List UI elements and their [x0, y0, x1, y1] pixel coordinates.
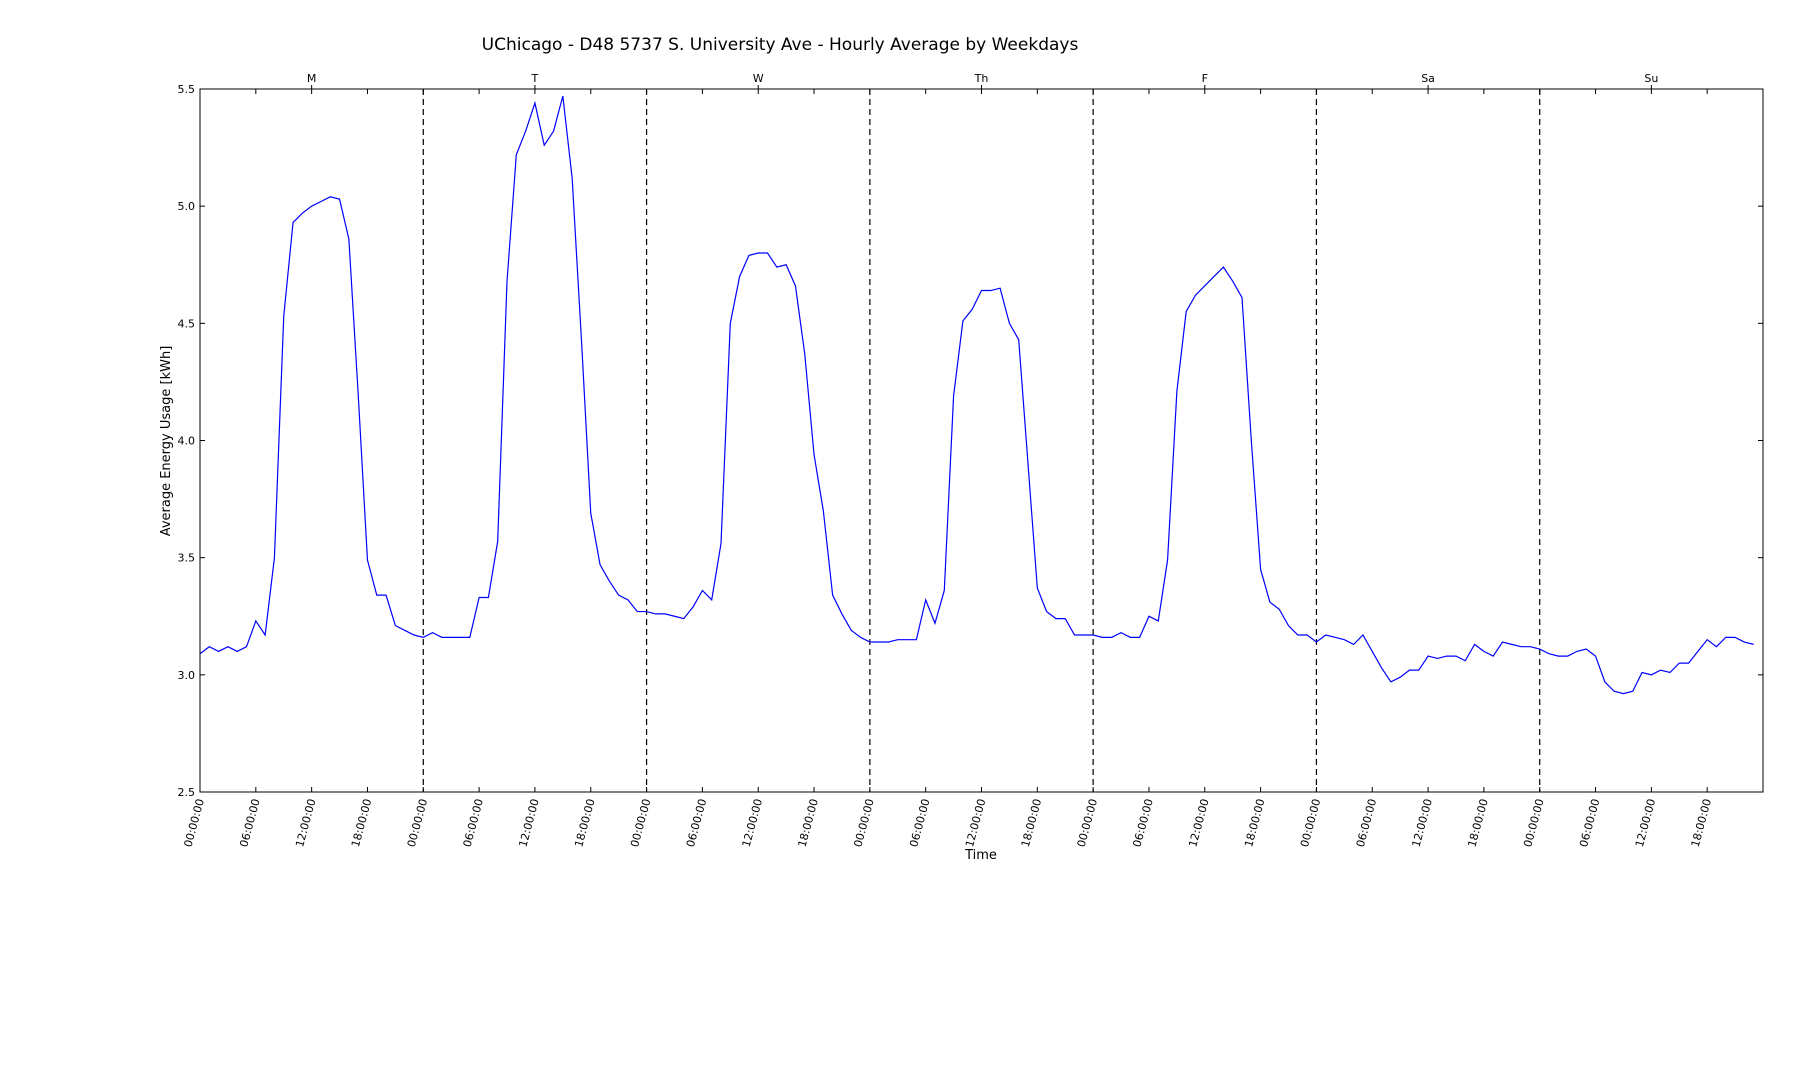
x-tick-label-24: 00:00:00 — [1521, 797, 1546, 848]
x-tick-label-1: 06:00:00 — [237, 797, 262, 848]
x-tick-label-2: 12:00:00 — [293, 797, 318, 848]
day-label-m: M — [307, 72, 317, 85]
y-tick-label-0: 2.5 — [178, 786, 196, 799]
day-label-su: Su — [1644, 72, 1658, 85]
x-tick-label-25: 06:00:00 — [1577, 797, 1602, 848]
x-tick-label-12: 00:00:00 — [851, 797, 876, 848]
y-tick-label-2: 3.5 — [178, 552, 196, 565]
x-tick-label-16: 00:00:00 — [1075, 797, 1100, 848]
day-separators — [422, 89, 1541, 792]
series-line-0 — [199, 95, 1754, 695]
plot-area-frame — [199, 88, 1764, 793]
x-tick-label-11: 18:00:00 — [796, 797, 821, 848]
day-label-t: T — [531, 72, 539, 85]
x-tick-label-27: 18:00:00 — [1689, 797, 1714, 848]
y-axis-label: Average Energy Usage [kWh] — [159, 346, 174, 537]
x-tick-label-9: 06:00:00 — [684, 797, 709, 848]
x-tick-label-13: 06:00:00 — [907, 797, 932, 848]
x-tick-label-14: 12:00:00 — [963, 797, 988, 848]
x-tick-label-6: 12:00:00 — [516, 797, 541, 848]
x-tick-label-15: 18:00:00 — [1019, 797, 1044, 848]
x-tick-label-26: 12:00:00 — [1633, 797, 1658, 848]
day-labels: M T W Th F Sa Su — [307, 72, 1658, 89]
day-label-w: W — [753, 72, 764, 85]
x-tick-label-3: 18:00:00 — [349, 797, 374, 848]
chart-title: UChicago - D48 5737 S. University Ave - … — [482, 35, 1079, 55]
x-tick-label-23: 18:00:00 — [1465, 797, 1490, 848]
x-tick-label-8: 00:00:00 — [628, 797, 653, 848]
series-group — [199, 95, 1754, 695]
day-label-f: F — [1202, 72, 1208, 85]
y-tick-label-5: 5.0 — [178, 200, 196, 213]
y-tick-label-3: 4.0 — [178, 435, 196, 448]
y-axis: 2.5 3.0 3.5 4.0 4.5 5.0 5.5 — [178, 83, 1763, 799]
x-axis-label: Time — [964, 848, 997, 863]
day-label-sa: Sa — [1421, 72, 1435, 85]
day-label-th: Th — [974, 72, 989, 85]
x-tick-label-18: 12:00:00 — [1186, 797, 1211, 848]
x-tick-label-10: 12:00:00 — [740, 797, 765, 848]
x-tick-label-4: 00:00:00 — [405, 797, 430, 848]
x-tick-label-17: 06:00:00 — [1131, 797, 1156, 848]
x-tick-label-5: 06:00:00 — [461, 797, 486, 848]
x-tick-label-0: 00:00:00 — [182, 797, 207, 848]
x-tick-label-21: 06:00:00 — [1354, 797, 1379, 848]
x-axis: 00:00:00 06:00:00 12:00:00 18:00:00 00:00:00… — [182, 89, 1714, 848]
y-tick-label-4: 4.5 — [178, 317, 196, 330]
x-tick-label-22: 12:00:00 — [1410, 797, 1435, 848]
y-tick-label-6: 5.5 — [178, 83, 196, 96]
x-tick-label-20: 00:00:00 — [1298, 797, 1323, 848]
y-tick-label-1: 3.0 — [178, 669, 196, 682]
x-tick-label-19: 18:00:00 — [1242, 797, 1267, 848]
x-tick-label-7: 18:00:00 — [572, 797, 597, 848]
